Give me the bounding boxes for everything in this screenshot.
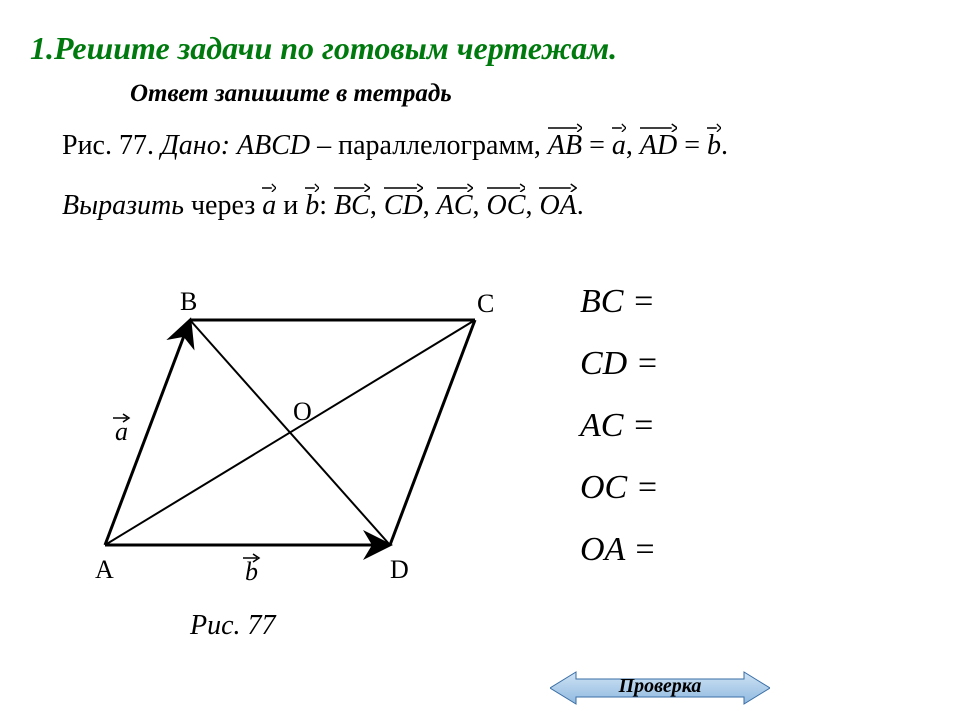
task-title-text: Решите задачи по готовым чертежам. [54,30,617,66]
answer-oa: OA = [580,533,659,567]
answer-cd: CD = [580,347,659,381]
vector-b2: b [305,190,319,222]
vector-bc: BC [334,190,370,222]
abcd: ABCD [237,130,310,161]
answer-oc: OC = [580,471,659,505]
dano-label: Дано: [161,130,230,161]
svg-text:O: O [293,397,312,426]
svg-text:D: D [390,555,409,584]
svg-text:B: B [180,287,197,316]
parallelogram-diagram: A B C D Oa b [45,280,525,600]
given-line-1: Рис. 77. Дано: ABCD – параллелограмм, AB… [62,130,728,162]
vector-a2: a [262,190,276,222]
vector-oa: OA [539,190,576,222]
vector-cd: CD [384,190,423,222]
vector-a: a [612,130,626,162]
check-button[interactable]: Проверка [550,670,770,706]
check-button-label: Проверка [550,670,770,702]
parallelogram-text: – параллелограмм, [310,130,548,161]
answer-ac: AC = [580,409,659,443]
svg-text:C: C [477,289,494,318]
figure-ref: Рис. 77. [62,130,154,161]
vector-ad: AD [640,130,677,162]
answer-bc: BC = [580,285,659,319]
svg-text:A: A [95,555,114,584]
figure-caption: Рис. 77 [190,610,276,642]
task-subtitle: Ответ запишите в тетрадь [130,80,452,108]
answers-block: BC = CD = AC = OC = OA = [580,285,659,595]
vector-ac: AC [437,190,473,222]
vector-ab: AB [548,130,582,162]
vector-oc: OC [487,190,526,222]
task-number: 1. [30,30,54,66]
vector-b: b [707,130,721,162]
task-title: 1.Решите задачи по готовым чертежам. [30,30,617,67]
express-label: Выразить [62,190,184,221]
given-line-2: Выразить через a и b: BC, CD, AC, OC, OA… [62,190,584,222]
svg-text:b: b [245,557,258,586]
svg-text:a: a [115,417,128,446]
